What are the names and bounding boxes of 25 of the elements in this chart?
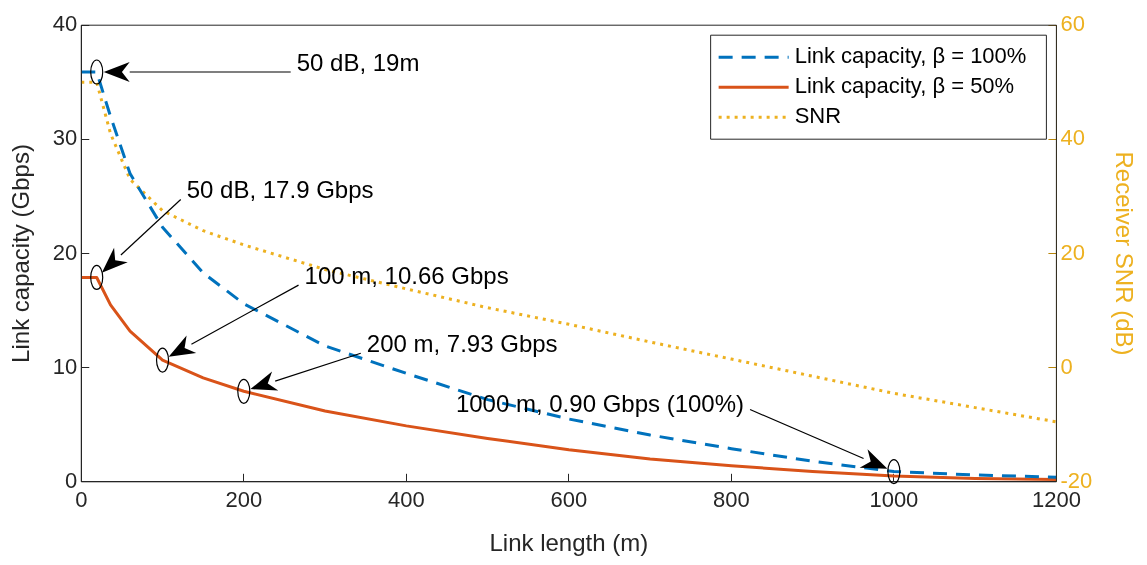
y-tick-label: 40 <box>52 11 78 37</box>
x-tick-label: 400 <box>387 487 425 513</box>
annotation: 50 dB, 17.9 Gbps <box>186 176 374 204</box>
x-tick-label: 600 <box>550 487 588 513</box>
legend-label: Link capacity, β = 50% <box>794 73 1015 99</box>
annotation: 1000 m, 0.90 Gbps (100%) <box>455 390 745 418</box>
y2-axis-title: Receiver SNR (dB) <box>1110 151 1138 356</box>
x-tick-label: 1000 <box>869 487 919 513</box>
y-tick-label: 0 <box>65 467 78 493</box>
y-axis-title: Link capacity (Gbps) <box>7 144 35 363</box>
legend-label: Link capacity, β = 100% <box>794 43 1027 69</box>
x-axis-title: Link length (m) <box>489 529 649 557</box>
y-tick-label: 20 <box>52 239 78 265</box>
y2-tick-label: 20 <box>1060 239 1085 265</box>
y2-tick-label: 60 <box>1060 11 1085 37</box>
annotation: 50 dB, 19m <box>296 48 420 76</box>
legend-label: SNR <box>794 103 842 129</box>
y2-tick-label: 40 <box>1060 125 1085 151</box>
annotation: 100 m, 10.66 Gbps <box>304 261 509 289</box>
y-tick-label: 30 <box>52 125 78 151</box>
x-tick-label: 200 <box>225 487 263 513</box>
x-tick-label: 800 <box>713 487 750 513</box>
y2-tick-label: 0 <box>1060 353 1073 379</box>
annotation: 200 m, 7.93 Gbps <box>366 329 558 357</box>
y-tick-label: 10 <box>52 353 78 379</box>
